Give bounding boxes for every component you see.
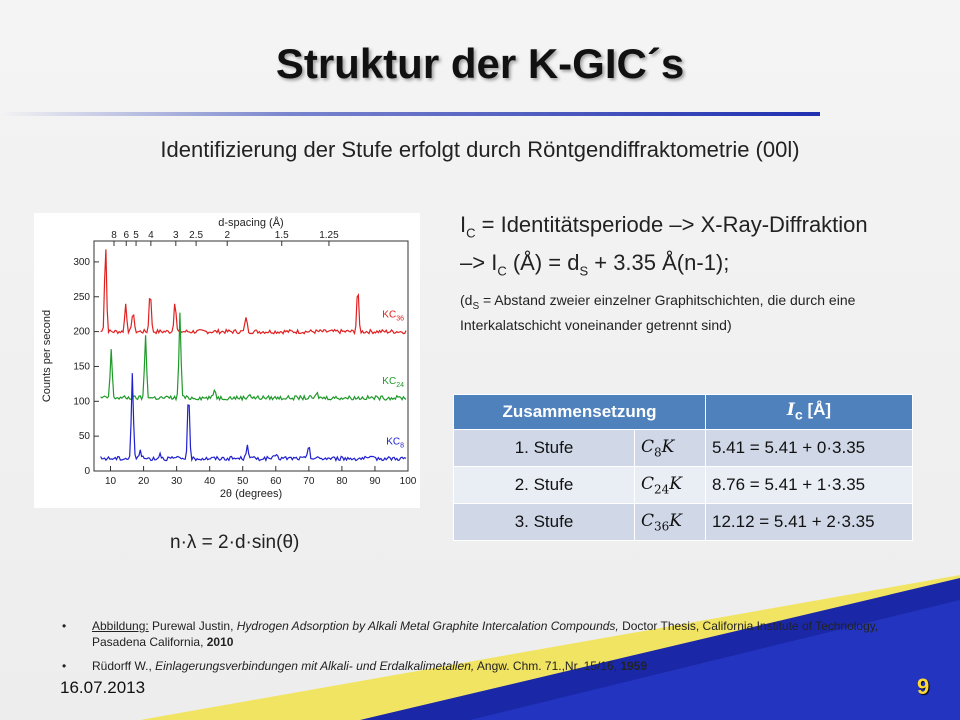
stage-value: 8.76 = 5.41 + 1·3.35	[705, 466, 913, 504]
top-tick-label: 1.5	[275, 230, 289, 241]
formula-k: K	[669, 473, 682, 494]
y-tick-label: 200	[73, 327, 90, 338]
ic-equation-mid: (Å) = d	[506, 250, 580, 276]
top-axis-label: d-spacing (Å)	[218, 216, 283, 229]
ic-subscript: C	[466, 225, 476, 241]
x-tick-label: 90	[369, 476, 381, 487]
series-label-KC24: KC24	[382, 376, 404, 389]
series-label-KC36: KC36	[382, 310, 404, 323]
xrd-figure: 10 20 30 40 50 60 70 80 90 100 0 50 100 150 200 250 300 8…	[34, 213, 420, 508]
title-underline	[0, 112, 820, 116]
y-tick-label: 300	[73, 257, 90, 268]
stage-value: 12.12 = 5.41 + 2·3.35	[705, 503, 913, 541]
ds-note: (dS = Abstand zweier einzelner Graphitsc…	[460, 291, 880, 335]
reference-item: • Abbildung: Purewal Justin, Hydrogen Ad…	[62, 618, 912, 650]
plot-frame	[93, 240, 409, 472]
bragg-formula: n·λ = 2·d·sin(θ)	[170, 532, 300, 553]
formula-k: K	[669, 510, 682, 531]
x-tick-label: 30	[171, 476, 183, 487]
y-tick-label: 150	[73, 361, 90, 372]
x-axis-label: 2θ (degrees)	[220, 488, 282, 500]
top-tick-label: 2	[224, 230, 230, 241]
formula-sub: 36	[654, 519, 670, 534]
y-tick-label: 250	[73, 292, 90, 303]
top-tick-label: 3	[173, 230, 179, 241]
formula-c: C	[641, 510, 655, 531]
header-ic-sub: c	[794, 407, 803, 424]
x-tick-label: 20	[138, 476, 150, 487]
header-ic-unit: [Å]	[802, 400, 832, 420]
formula-k: K	[661, 436, 675, 457]
stage-formula: C36K	[634, 503, 706, 541]
bullet-icon: •	[62, 619, 67, 633]
y-tick-label: 50	[79, 431, 91, 442]
series-line-KC36	[100, 249, 407, 336]
reference-source: Doctor Thesis, California Institute of T…	[92, 619, 879, 649]
formula-c: C	[641, 473, 655, 494]
stage-label: 3. Stufe	[453, 503, 635, 541]
x-tick-label: 60	[270, 476, 282, 487]
ds-note-pre: (d	[460, 291, 473, 308]
top-tick-label: 6	[123, 230, 129, 241]
y-tick-label: 100	[73, 396, 90, 407]
header-ic: Ic [Å]	[705, 394, 913, 430]
y-axis-label: Counts per second	[41, 310, 53, 402]
stage-label: 1. Stufe	[453, 429, 635, 467]
header-ic-symbol: I	[786, 400, 795, 421]
ic-equation-post: + 3.35 Å(n-1);	[588, 250, 730, 276]
top-tick-label: 8	[111, 230, 117, 241]
series-label-KC8: KC8	[386, 436, 404, 449]
ic-definition: = Identitätsperiode –> X-Ray-Diffraktion	[475, 212, 868, 237]
identity-period-text: IC = Identitätsperiode –> X-Ray-Diffrakt…	[460, 210, 880, 335]
x-tick-label: 10	[105, 476, 117, 487]
reference-title: Einlagerungsverbindungen mit Alkali- und…	[155, 659, 475, 673]
reference-author: Rüdorff W.,	[92, 659, 156, 673]
reference-author: Purewal Justin,	[148, 619, 237, 633]
stage-table: Zusammensetzung Ic [Å] 1. Stufe C8K 5.41…	[453, 394, 913, 541]
slide-subtitle: Identifizierung der Stufe erfolgt durch …	[160, 137, 800, 162]
ic-equation-sub: C	[497, 263, 507, 279]
x-tick-label: 80	[336, 476, 348, 487]
y-tick-label: 0	[84, 466, 90, 477]
ds-subscript: S	[579, 263, 589, 279]
ds-note-sub: S	[472, 300, 480, 312]
x-tick-label: 70	[303, 476, 315, 487]
top-tick-label: 1.25	[319, 230, 339, 241]
ic-symbol: I	[460, 212, 467, 237]
stage-label: 2. Stufe	[453, 466, 635, 504]
reference-label: Abbildung:	[92, 619, 149, 633]
table-row: 3. Stufe C36K 12.12 = 5.41 + 2·3.35	[453, 503, 913, 541]
top-tick-label: 4	[148, 230, 154, 241]
slide-date: 16.07.2013	[60, 678, 146, 697]
reference-item: • Rüdorff W., Einlagerungsverbindungen m…	[62, 658, 912, 674]
series-line-KC24	[100, 312, 407, 402]
formula-c: C	[641, 436, 655, 457]
header-composition: Zusammensetzung	[453, 394, 706, 430]
reference-year: 1959	[620, 659, 648, 673]
table-row: 2. Stufe C24K 8.76 = 5.41 + 1·3.35	[453, 466, 913, 504]
reference-year: 2010	[206, 635, 234, 649]
formula-sub: 24	[654, 482, 670, 497]
slide-title: Struktur der K-GIC´s	[275, 40, 685, 87]
ds-note-text: = Abstand zweier einzelner Graphitschich…	[460, 291, 856, 333]
stage-formula: C8K	[634, 429, 706, 467]
stage-formula: C24K	[634, 466, 706, 504]
top-tick-label: 2.5	[189, 230, 203, 241]
references: • Abbildung: Purewal Justin, Hydrogen Ad…	[62, 618, 912, 682]
formula-sub: 8	[654, 445, 662, 460]
table-row: 1. Stufe C8K 5.41 = 5.41 + 0·3.35	[453, 429, 913, 467]
x-tick-label: 50	[237, 476, 249, 487]
top-tick-label: 5	[133, 230, 139, 241]
reference-source: Angw. Chm. 71.,Nr. 15/16,	[474, 659, 621, 673]
series-line-KC8	[100, 373, 407, 463]
xrd-chart: 10 20 30 40 50 60 70 80 90 100 0 50 100 150 200 250 300 8…	[41, 216, 417, 500]
bullet-icon: •	[62, 659, 67, 673]
x-tick-label: 100	[400, 476, 417, 487]
ic-equation-pre: –> I	[460, 250, 498, 276]
page-number: 9	[917, 674, 930, 699]
table-header-row: Zusammensetzung Ic [Å]	[453, 394, 913, 430]
reference-title: Hydrogen Adsorption by Alkali Metal Grap…	[236, 619, 619, 633]
stage-value: 5.41 = 5.41 + 0·3.35	[705, 429, 913, 467]
x-tick-label: 40	[204, 476, 216, 487]
